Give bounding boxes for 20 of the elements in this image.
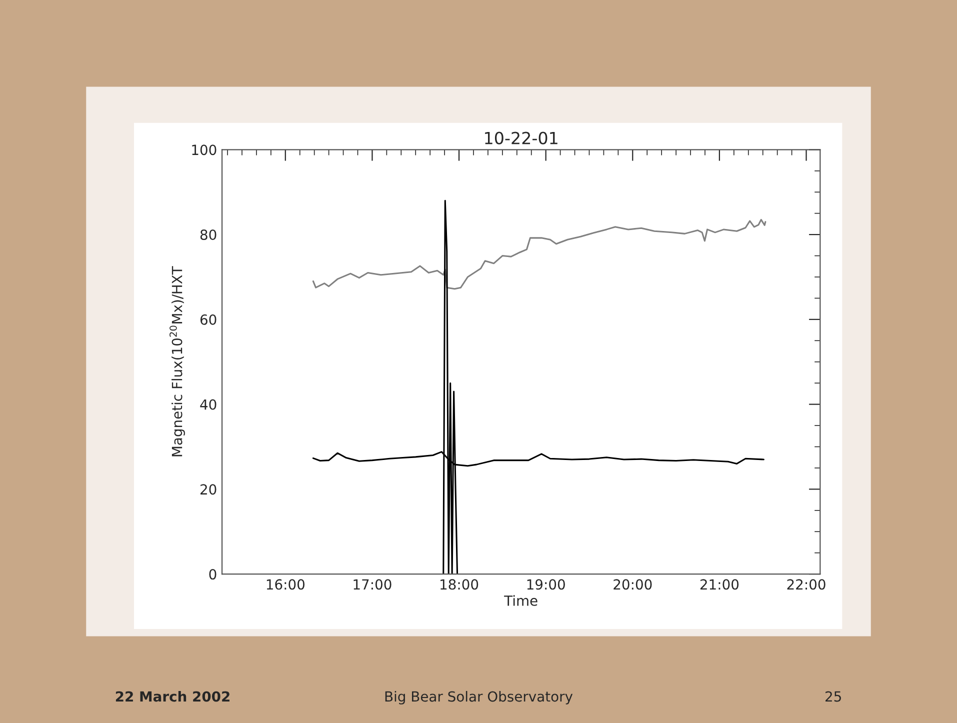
y-tick-label: 40 [200, 399, 216, 410]
x-axis-title: Time [504, 595, 538, 606]
y-tick-label: 20 [200, 484, 216, 495]
y-tick-label: 60 [200, 314, 216, 325]
line-series [312, 218, 766, 290]
x-tick-label: 22:00 [787, 579, 826, 590]
y-axis-title: Magnetic Flux(10$^{20}$Mx)/HXT [170, 266, 185, 456]
y-tick-label: 0 [209, 569, 216, 580]
x-tick-label: 17:00 [354, 579, 392, 590]
y-tick-label: 80 [200, 230, 216, 240]
x-tick-label: 16:00 [266, 579, 304, 590]
text: Big Bear Solar Observatory [385, 690, 573, 704]
x-tick-label: 21:00 [700, 579, 739, 590]
x-tick-label: 19:00 [527, 579, 565, 590]
text: 22 March 2002 [116, 690, 230, 702]
chart-title: 10-22-01 [485, 132, 558, 144]
x-tick-label: 18:00 [440, 579, 478, 590]
x-tick-label: 20:00 [614, 579, 652, 590]
text: 25 [826, 691, 841, 702]
y-tick-label: 100 [192, 144, 216, 156]
